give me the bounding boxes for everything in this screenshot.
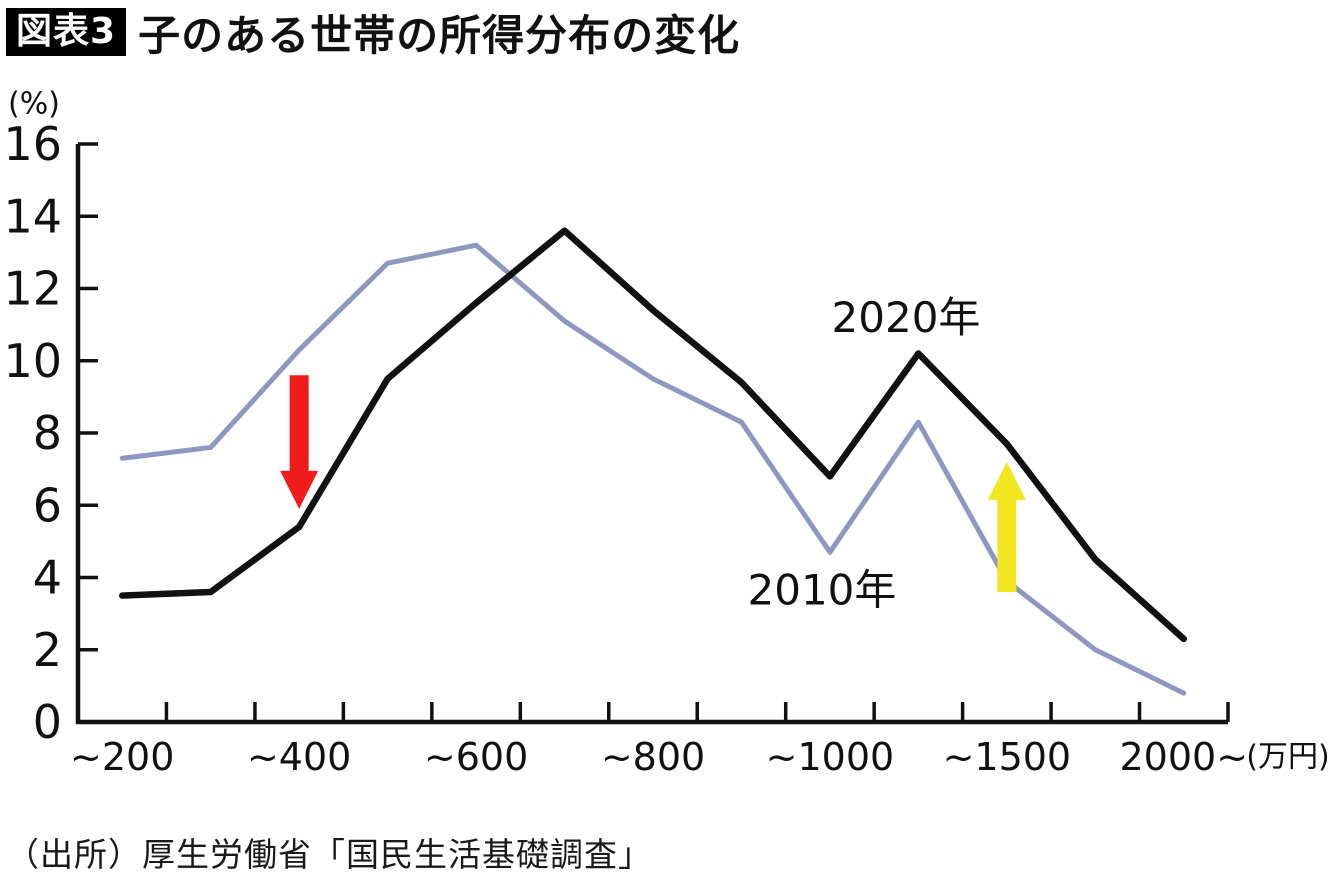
x-axis-ticks xyxy=(164,702,1230,722)
annotation-arrow-up xyxy=(987,461,1026,592)
y-tick-label: 4 xyxy=(33,551,62,605)
y-tick-label: 6 xyxy=(33,478,62,532)
x-tick-label: ~200 xyxy=(70,735,174,779)
chart-title-badge: 図表3 xyxy=(6,8,127,56)
y-tick-label: 16 xyxy=(3,117,62,171)
series-label-2020年: 2020年 xyxy=(832,293,981,342)
y-axis-ticks xyxy=(78,142,98,652)
y-tick-label: 0 xyxy=(33,695,62,749)
x-axis-labels: ~200 ~400 ~600 ~800 ~1000 ~1500 2000~ xyxy=(70,735,1248,779)
y-tick-label: 2 xyxy=(33,623,62,677)
annotation-arrow-down xyxy=(280,375,319,509)
y-axis-unit-label: (%) xyxy=(8,87,60,122)
x-tick-label: ~1000 xyxy=(766,735,895,779)
x-tick-label: ~600 xyxy=(424,735,528,779)
x-tick-label: ~400 xyxy=(247,735,351,779)
y-tick-label: 12 xyxy=(3,262,62,316)
series-line-2020年 xyxy=(118,227,1188,643)
source-note: （出所）厚生労働省「国民生活基礎調査」 xyxy=(6,835,652,874)
x-tick-label: 2000~ xyxy=(1119,735,1248,779)
series-labels: 2010年 2020年 xyxy=(748,293,981,615)
chart-title: 子のある世帯の所得分布の変化 xyxy=(138,10,741,60)
x-axis-unit-label: (万円) xyxy=(1246,740,1329,775)
axis-line xyxy=(75,144,1228,725)
annotation-arrows xyxy=(280,375,1026,592)
series-lines xyxy=(118,227,1188,696)
y-tick-label: 14 xyxy=(3,189,62,243)
y-tick-label: 8 xyxy=(33,406,62,460)
series-label-2010年: 2010年 xyxy=(748,566,897,615)
x-tick-label: ~800 xyxy=(601,735,705,779)
x-tick-label: ~1500 xyxy=(943,735,1072,779)
chart-title-row: 図表3 子のある世帯の所得分布の変化 xyxy=(6,6,740,60)
y-tick-label: 10 xyxy=(3,334,62,388)
axes xyxy=(75,144,1228,725)
y-axis-labels: 0 2 4 6 8 10 12 14 16 xyxy=(3,117,62,749)
